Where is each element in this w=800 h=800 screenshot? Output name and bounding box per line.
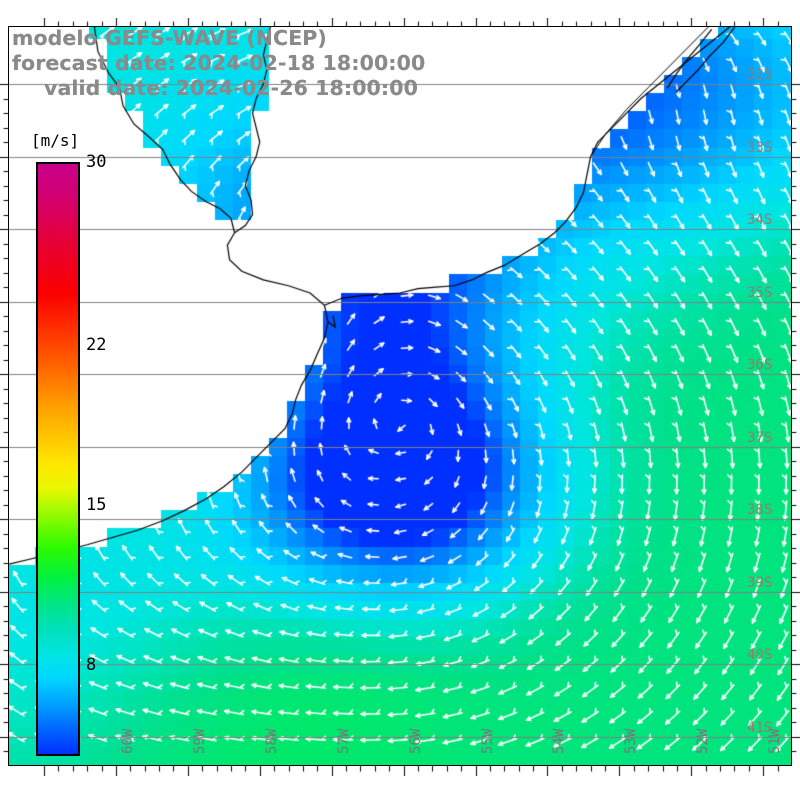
colorbar-tick-30: 30 bbox=[86, 152, 107, 172]
lat-tick-label: 33S bbox=[747, 139, 773, 156]
colorbar-unit-label: [m/s] bbox=[31, 131, 80, 150]
lat-tick-label: 34S bbox=[747, 212, 773, 229]
colorbar-tick-15: 15 bbox=[86, 494, 107, 515]
left-tick-ruler bbox=[0, 26, 8, 766]
lat-tick-label: 32S bbox=[747, 67, 773, 84]
lon-tick-label: 59W bbox=[191, 728, 208, 754]
colorbar-tick-22: 22 bbox=[86, 334, 107, 355]
top-tick-ruler bbox=[8, 18, 792, 26]
right-tick-ruler bbox=[792, 26, 800, 766]
bottom-tick-ruler bbox=[8, 766, 792, 776]
lat-tick-label: 38S bbox=[747, 502, 773, 519]
colorbar bbox=[36, 162, 80, 756]
lon-tick-label: 54W bbox=[551, 728, 568, 754]
lon-tick-label: 58W bbox=[263, 728, 280, 754]
lat-tick-label: 36S bbox=[747, 357, 773, 374]
lat-tick-label: 37S bbox=[747, 429, 773, 446]
wind-speed-raster bbox=[8, 26, 792, 766]
lon-tick-label: 57W bbox=[335, 728, 352, 754]
lon-tick-label: 56W bbox=[407, 728, 424, 754]
lon-tick-label: 60W bbox=[119, 728, 136, 754]
lon-tick-label: 53W bbox=[623, 728, 640, 754]
lat-tick-label: 35S bbox=[747, 284, 773, 301]
lon-tick-label: 55W bbox=[479, 728, 496, 754]
colorbar-tick-8: 8 bbox=[86, 654, 97, 675]
lat-tick-label: 39S bbox=[747, 574, 773, 591]
lat-tick-label: 41S bbox=[747, 719, 773, 736]
lon-tick-label: 52W bbox=[695, 728, 712, 754]
lat-tick-label: 40S bbox=[747, 647, 773, 664]
